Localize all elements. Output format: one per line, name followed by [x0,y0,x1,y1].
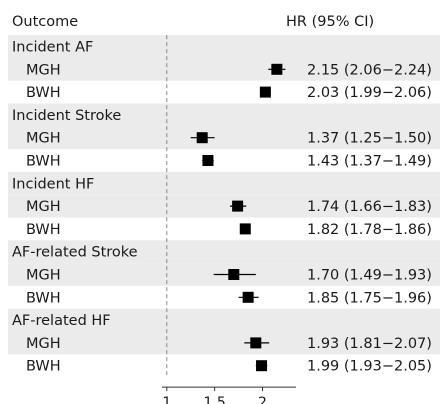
hr-marker [202,155,214,166]
group-label: AF-related HF [12,313,111,329]
hr-marker [259,86,271,98]
row-band [8,126,440,150]
hr-value-text: 1.37 (1.25−1.50) [307,131,432,147]
header-outcome: Outcome [12,14,78,30]
row-band [8,35,440,58]
row-label: BWH [26,85,61,101]
hr-value-text: 1.93 (1.81−2.07) [307,336,432,352]
header-estimate: HR (95% CI) [286,14,374,30]
hr-value-text: 1.99 (1.93−2.05) [307,359,432,375]
row-band [8,57,440,81]
x-tick-label: 1.5 [204,395,226,404]
row-band [8,171,440,195]
group-label: Incident AF [12,40,93,56]
group-label: AF-related Stroke [12,245,138,261]
row-band [8,331,440,355]
hr-value-text: 2.03 (1.99−2.06) [307,85,432,101]
hr-value-text: 1.70 (1.49−1.93) [307,268,432,284]
hr-value-text: 1.85 (1.75−1.96) [307,290,432,306]
hr-marker [242,291,254,303]
hr-value-text: 1.74 (1.66−1.83) [307,199,432,215]
hr-marker [239,223,251,235]
group-label: Incident HF [12,176,94,192]
row-band [8,240,440,264]
row-label: MGH [26,199,61,215]
hr-marker [250,337,262,349]
row-label: MGH [26,62,61,78]
row-label: MGH [26,268,61,284]
hr-value-text: 1.82 (1.78−1.86) [307,222,432,238]
x-tick-label: 2 [258,395,267,404]
row-band [8,103,440,127]
hr-marker [196,132,208,144]
hr-marker [271,63,283,75]
row-band [8,194,440,218]
hr-marker [232,200,244,212]
plot-rows: Incident AF MGH 2.15 (2.06−2.24) BWH 2.03 (1… [12,40,432,375]
hr-value-text: 2.15 (2.06−2.24) [307,62,432,78]
row-band [8,308,440,332]
row-label: BWH [26,290,61,306]
hr-marker [228,269,240,280]
x-tick-label: 1 [162,395,171,404]
row-label: BWH [26,359,61,375]
row-label: MGH [26,336,61,352]
x-axis: 1 1.5 2 [162,386,296,404]
row-label: BWH [26,222,61,238]
row-label: BWH [26,154,61,170]
hr-value-text: 1.43 (1.37−1.49) [307,154,432,170]
row-label: MGH [26,131,61,147]
row-bands [8,35,440,355]
hr-marker [256,360,268,372]
group-label: Incident Stroke [12,108,121,124]
